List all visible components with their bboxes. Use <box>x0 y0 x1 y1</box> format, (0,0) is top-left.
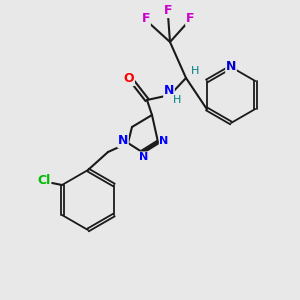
Text: F: F <box>186 13 194 26</box>
Text: N: N <box>164 85 174 98</box>
Text: N: N <box>118 134 128 148</box>
Text: F: F <box>142 13 150 26</box>
Text: O: O <box>124 73 134 85</box>
Text: F: F <box>164 4 172 17</box>
Text: Cl: Cl <box>38 175 51 188</box>
Text: N: N <box>140 152 148 162</box>
Text: H: H <box>191 66 199 76</box>
Text: H: H <box>173 95 181 105</box>
Text: N: N <box>226 61 236 74</box>
Text: N: N <box>159 136 169 146</box>
